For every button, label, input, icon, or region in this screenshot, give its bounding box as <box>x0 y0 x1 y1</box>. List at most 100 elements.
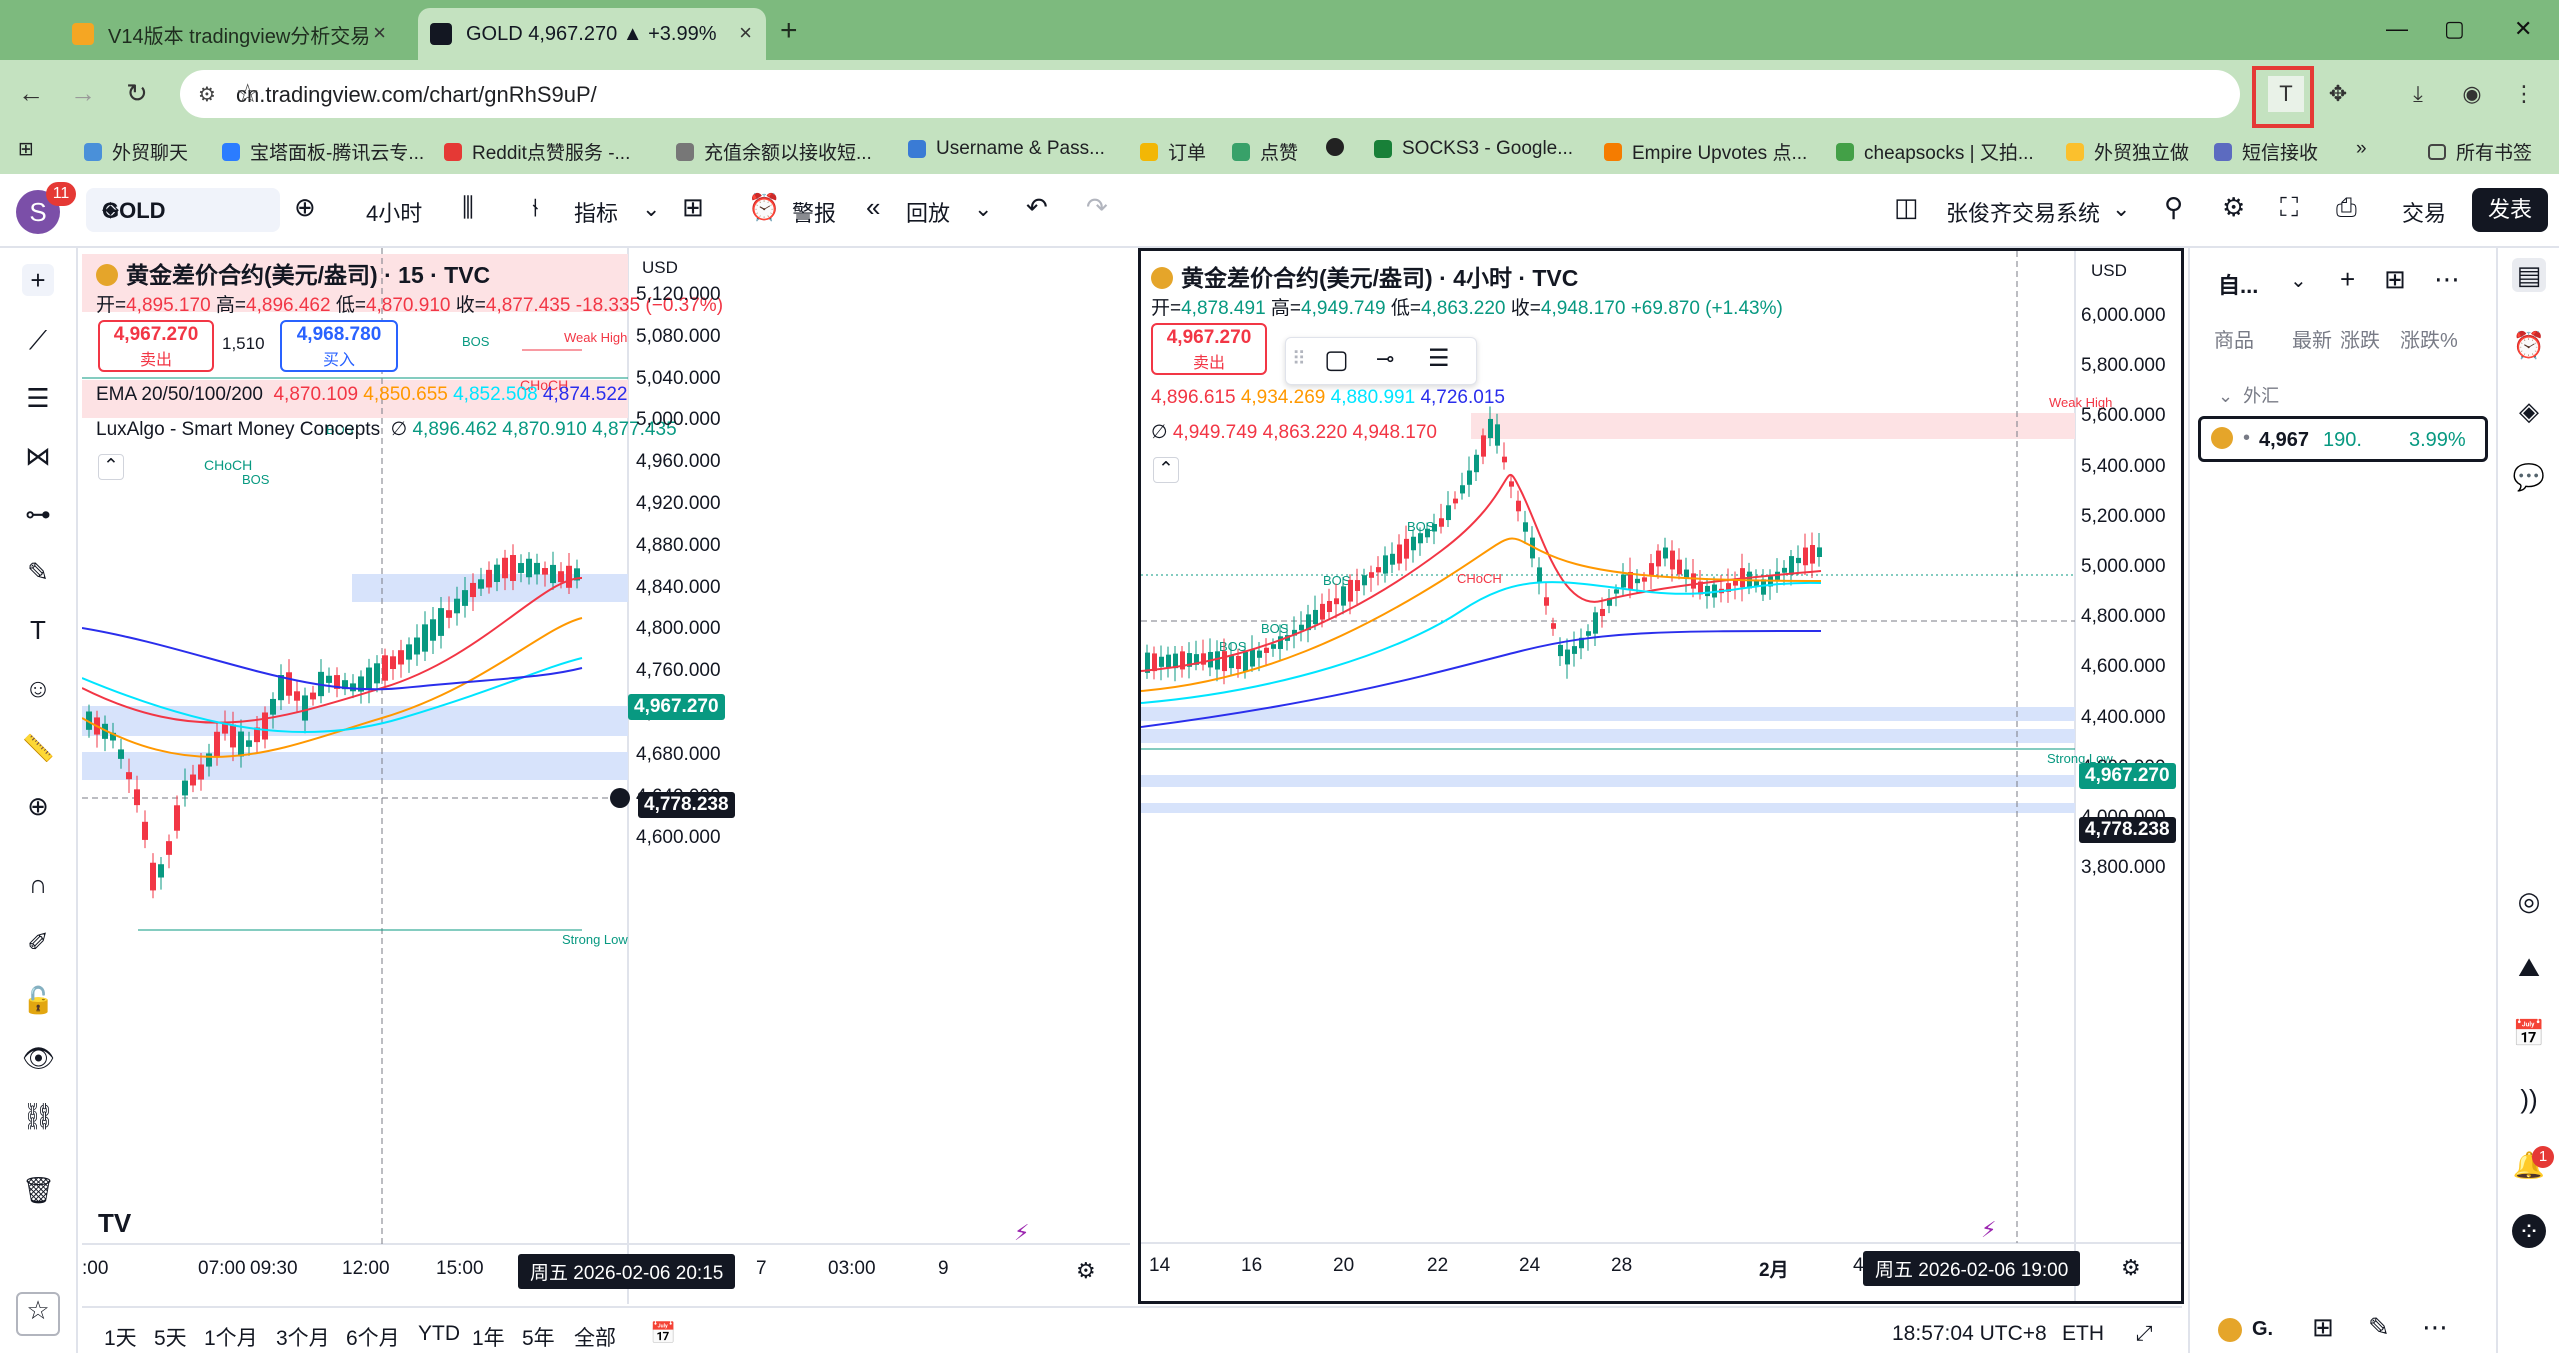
minimize-icon[interactable]: — <box>2386 16 2408 41</box>
text-icon[interactable]: T <box>30 615 46 645</box>
tradingview-logo[interactable]: TV <box>98 1208 132 1238</box>
axis-settings-icon[interactable]: ⚙ <box>2121 1255 2141 1280</box>
smc-legend[interactable]: LuxAlgo - Smart Money Concepts ∅ 4,896.4… <box>96 419 677 440</box>
ruler-icon[interactable]: 📏 <box>22 733 55 763</box>
bookmark-item[interactable]: 外贸聊天 <box>84 138 188 165</box>
chart-pane-15m[interactable]: CHoCHCHoCHCHoCHBOSBOSBOSWeak HighStrong … <box>82 248 1130 1304</box>
bookmark-item[interactable]: Username & Pass... <box>908 138 1105 160</box>
tab-close-icon[interactable]: × <box>373 20 386 45</box>
column-header[interactable]: 涨跌% <box>2400 330 2458 352</box>
new-tab-button[interactable]: + <box>780 14 798 47</box>
maximize-icon[interactable]: ▢ <box>2444 16 2465 41</box>
alert-icon[interactable]: ⏰ <box>748 192 781 222</box>
layout-name-button[interactable]: 张俊齐交易系统 <box>1946 201 2101 226</box>
line-tool-icon[interactable]: ⊸ <box>1376 346 1395 371</box>
range-all[interactable]: 全部 <box>574 1327 616 1350</box>
interval-button[interactable]: 4小时 <box>366 201 423 226</box>
layout-icon[interactable]: ◫ <box>1894 192 1919 222</box>
range-5d[interactable]: 5天 <box>154 1327 187 1350</box>
session-pair[interactable]: ETH <box>2062 1322 2104 1345</box>
all-bookmarks[interactable]: 所有书签 <box>2428 138 2532 165</box>
chevron-down-icon[interactable]: ⌄ <box>974 196 993 221</box>
forward-icon[interactable]: → <box>70 78 96 108</box>
browser-tab-2[interactable]: GOLD 4,967.270 ▲ +3.99% × <box>418 8 766 60</box>
bookmark-item[interactable]: 外贸独立做 <box>2066 138 2189 165</box>
watchlist-row-gold[interactable]: • 4,967 190. 3.99% <box>2198 416 2488 462</box>
bookmark-item[interactable]: 订单 <box>1140 138 1206 165</box>
section-forex[interactable]: ⌄ 外汇 <box>2218 386 2280 406</box>
column-header[interactable]: 最新 <box>2292 330 2332 352</box>
range-1m[interactable]: 1个月 <box>204 1327 258 1350</box>
chevron-down-icon[interactable]: ⌄ <box>642 196 661 221</box>
tab-close-icon[interactable]: × <box>739 20 752 45</box>
range-5y[interactable]: 5年 <box>522 1327 555 1350</box>
templates-icon[interactable]: ⊞ <box>682 192 704 222</box>
link-icon[interactable]: ⛓ <box>22 1101 56 1131</box>
lock-drawing-icon[interactable]: ✐ <box>27 927 49 957</box>
clock[interactable]: 18:57:04 UTC+8 <box>1892 1322 2047 1345</box>
fullscreen-icon[interactable]: ⛶ <box>2280 192 2299 222</box>
chart-pane-4h[interactable]: CHoCH BOS BOS BOS BOS Weak High Strong Low 黄金差… <box>1138 248 2184 1304</box>
apps-grid-icon[interactable]: ⊞ <box>18 139 34 160</box>
indicators-button[interactable]: 指标 <box>574 201 619 226</box>
edit-icon[interactable]: ✎ <box>2368 1312 2390 1342</box>
trash-icon[interactable]: 🗑 <box>22 1175 56 1205</box>
undo-icon[interactable]: ↶ <box>1026 192 1048 222</box>
trendline-icon[interactable]: ⟋ <box>28 325 48 355</box>
sell-button[interactable]: 4,967.270 卖出 <box>98 320 214 372</box>
details-symbol[interactable]: G. <box>2252 1318 2274 1340</box>
buy-button[interactable]: 4,968.780 买入 <box>280 320 398 372</box>
drawing-floating-toolbar[interactable]: ⠿ ▢ ⊸ ☰ <box>1285 337 1477 385</box>
target-icon[interactable]: ◎ <box>2517 886 2541 916</box>
range-ytd[interactable]: YTD <box>418 1322 460 1345</box>
range-1d[interactable]: 1天 <box>104 1327 137 1350</box>
lightning-icon[interactable]: ⚡ <box>1014 1220 1030 1245</box>
collapse-legend-icon[interactable]: ⌃ <box>1153 457 1179 483</box>
maximize-pane-icon[interactable]: ⤢ <box>2136 1322 2153 1345</box>
layers-icon[interactable]: ◈ <box>2519 396 2539 426</box>
currency-label[interactable]: USD <box>2091 261 2127 280</box>
extensions-puzzle-icon[interactable]: ✥ <box>2328 81 2348 106</box>
bookmarks-more-icon[interactable]: » <box>2356 138 2367 159</box>
redo-icon[interactable]: ↷ <box>1086 192 1108 222</box>
ema-legend[interactable]: 4,896.615 4,934.269 4,880.991 4,726.015 <box>1151 387 1505 408</box>
fib-icon[interactable]: ☰ <box>26 383 50 413</box>
magnet-icon[interactable]: ∩ <box>28 869 48 899</box>
range-1y[interactable]: 1年 <box>472 1327 505 1350</box>
watchlist-title[interactable]: 自... <box>2218 273 2259 298</box>
chevron-down-icon[interactable]: ⌄ <box>2290 270 2307 292</box>
rectangle-icon[interactable]: ▢ <box>1324 344 1349 374</box>
currency-label[interactable]: USD <box>642 258 678 277</box>
watchlist-icon[interactable]: ▤ <box>2512 258 2546 292</box>
site-info-icon[interactable]: ⚙ <box>198 84 216 106</box>
snapshot-icon[interactable]: ⎙ <box>2336 192 2357 222</box>
bookmark-item[interactable] <box>1326 138 1354 156</box>
close-window-icon[interactable]: ✕ <box>2514 16 2533 41</box>
browser-menu-icon[interactable]: ⋮ <box>2513 81 2535 106</box>
emoji-icon[interactable]: ☺ <box>24 673 52 703</box>
grid-icon[interactable]: ⊞ <box>2312 1312 2334 1342</box>
date-range-icon[interactable]: 📅 <box>650 1322 677 1345</box>
range-6m[interactable]: 6个月 <box>346 1327 400 1350</box>
collapse-legend-icon[interactable]: ⌃ <box>98 454 124 480</box>
back-icon[interactable]: ← <box>18 78 44 108</box>
replay-button[interactable]: 回放 <box>906 201 951 226</box>
bookmark-item[interactable]: SOCKS3 - Google... <box>1374 138 1573 160</box>
column-header[interactable]: 涨跌 <box>2340 330 2380 352</box>
replay-icon[interactable]: « <box>866 192 881 222</box>
bookmark-star-icon[interactable]: ☆ <box>236 78 260 108</box>
extension-t-icon[interactable]: T <box>2268 76 2304 112</box>
indicators-icon[interactable]: ⫮ <box>532 192 539 222</box>
eye-icon[interactable]: 👁 <box>22 1043 56 1073</box>
bookmark-item[interactable]: Reddit点赞服务 -... <box>444 138 630 165</box>
bookmark-item[interactable]: 充值余额以接收短... <box>676 138 872 165</box>
bookmark-item[interactable]: 宝塔面板-腾讯云专... <box>222 138 424 165</box>
bookmark-item[interactable]: Empire Upvotes 点... <box>1604 138 1807 165</box>
bookmark-item[interactable]: 点赞 <box>1232 138 1298 165</box>
ema-legend[interactable]: EMA 20/50/100/200 4,870.109 4,850.655 4,… <box>96 384 628 405</box>
download-icon[interactable]: ⤓ <box>2413 81 2423 106</box>
fib-tool-icon[interactable]: ☰ <box>1428 345 1450 372</box>
drag-handle-icon[interactable]: ⠿ <box>1292 349 1306 370</box>
more-options-icon[interactable]: ⋯ <box>2434 264 2460 294</box>
chart-title[interactable]: 黄金差价合约(美元/盎司) · 4小时 · TVC <box>1151 259 1578 293</box>
